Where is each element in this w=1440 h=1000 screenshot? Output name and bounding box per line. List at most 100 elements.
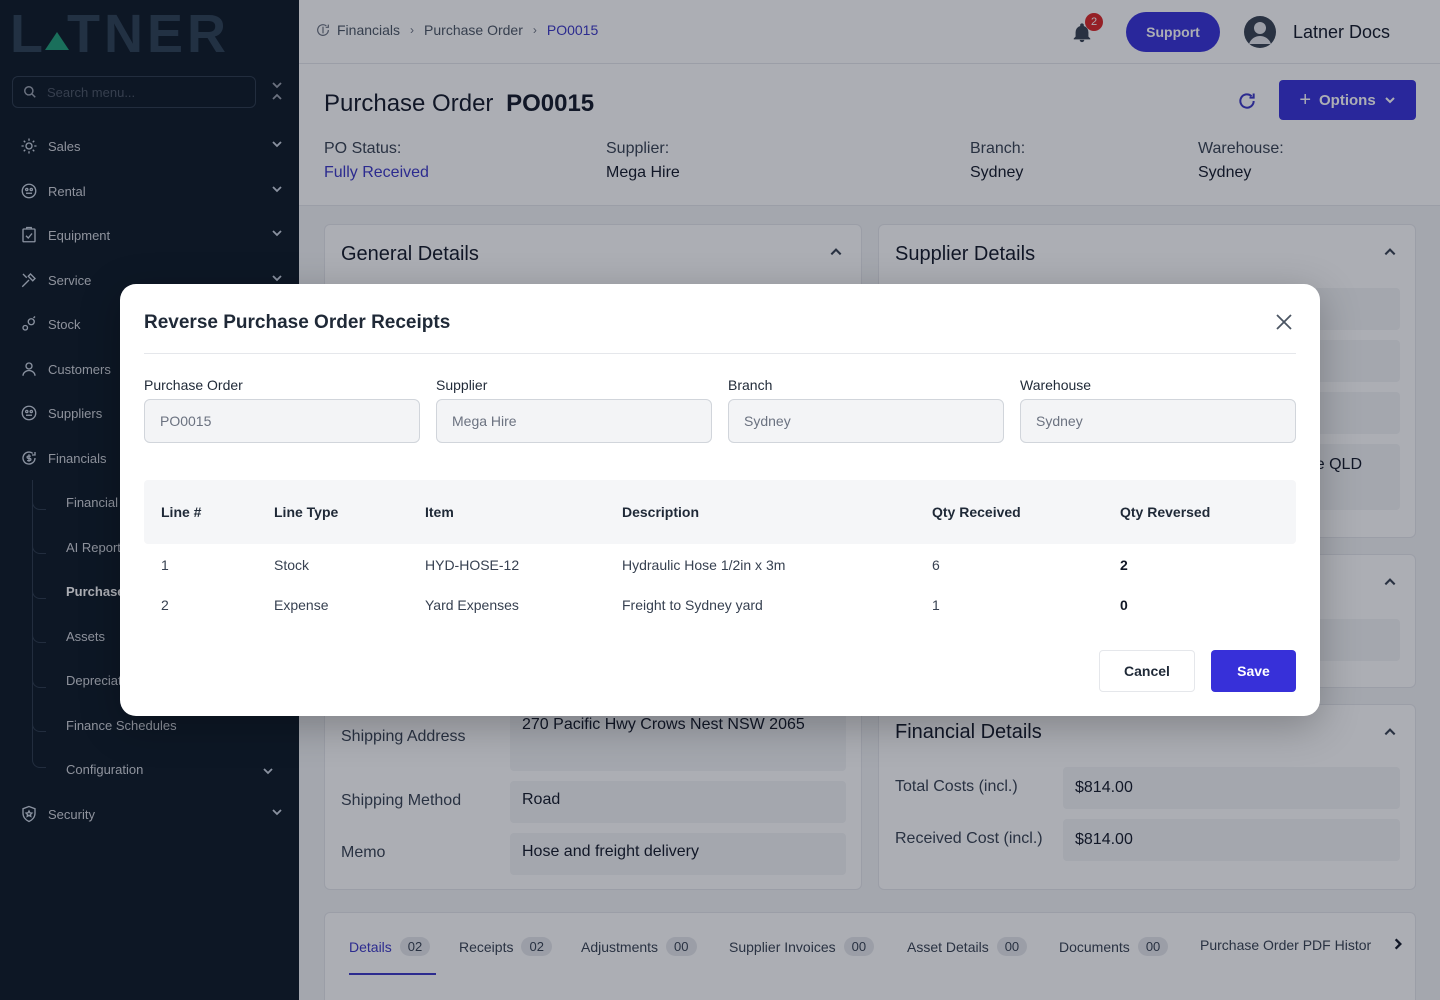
avatar[interactable] [1244, 16, 1276, 48]
equipment-icon [20, 226, 38, 244]
chevron-down-icon [1384, 97, 1395, 104]
user-name[interactable]: Latner Docs [1293, 22, 1391, 42]
sidebar-subitem-assets[interactable]: Assets [66, 629, 106, 644]
sidebar-item-sales[interactable]: Sales [0, 126, 299, 166]
supplier-field[interactable]: Mega Hire [436, 399, 712, 443]
page-title: Purchase Order PO0015 [324, 90, 594, 118]
page-header: Purchase Order PO0015 + Options PO Statu… [299, 64, 1440, 206]
sidebar-search[interactable]: Search menu... [12, 76, 256, 108]
tab-label: Asset Details [907, 938, 989, 955]
sidebar-subitem-depreciation[interactable]: Depreciat [66, 673, 122, 688]
chevron-up-icon[interactable] [1383, 725, 1397, 744]
cell-item: HYD-HOSE-12 [425, 557, 520, 573]
page-title-prefix: Purchase Order [324, 90, 494, 117]
breadcrumb-financials[interactable]: Financials [337, 22, 401, 38]
security-icon [20, 805, 38, 823]
memo-value: Hose and freight delivery [510, 833, 846, 875]
column-header-item: Item [425, 504, 454, 520]
meta-label: Warehouse: [1198, 140, 1284, 157]
meta-label: Branch: [970, 140, 1026, 157]
cell-line: 1 [161, 557, 169, 573]
notification-count-badge: 2 [1085, 13, 1103, 31]
breadcrumb-purchase-order[interactable]: Purchase Order [424, 22, 523, 38]
sidebar-item-rental[interactable]: Rental [0, 171, 299, 211]
sidebar-item-financials[interactable]: Financials [0, 438, 299, 478]
memo-label: Memo [341, 844, 386, 861]
meta-label: Supplier: [606, 140, 670, 157]
latner-logo[interactable]: L TNER [10, 6, 230, 62]
submenu-branch [32, 540, 46, 554]
cancel-button[interactable]: Cancel [1099, 650, 1195, 692]
sidebar-item-label: Customers [48, 361, 111, 377]
tab-label: Adjustments [581, 938, 659, 955]
sidebar-item-equipment[interactable]: Equipment [0, 215, 299, 255]
sidebar-item-security[interactable]: Security [0, 794, 299, 834]
options-button[interactable]: + Options [1279, 80, 1416, 120]
sidebar-item-label: Financials [48, 450, 107, 466]
reverse-receipts-modal: Reverse Purchase Order Receipts Purchase… [120, 284, 1320, 716]
tab-count: 00 [666, 937, 697, 956]
tab-label: Receipts [459, 938, 514, 955]
search-icon [24, 86, 36, 98]
branch-field[interactable]: Sydney [728, 399, 1004, 443]
submenu-branch [32, 674, 46, 688]
sidebar-item-label: Sales [48, 138, 81, 154]
card-title: Financial Details [895, 721, 1042, 743]
chevron-up-icon[interactable] [829, 245, 843, 264]
status-badge: Fully Received [324, 164, 429, 181]
sidebar-subitem-finance-schedules[interactable]: Finance Schedules [66, 718, 177, 733]
notification-bell-icon[interactable] [1071, 22, 1093, 44]
logo-text-left: L [10, 4, 47, 64]
tab-details[interactable]: Details 02 [349, 937, 431, 956]
active-tab-indicator [349, 973, 436, 975]
rental-icon [20, 182, 38, 200]
tab-count: 00 [843, 937, 875, 956]
cell-item: Yard Expenses [425, 597, 519, 613]
meta-value: Sydney [1198, 164, 1252, 181]
cell-qty-received: 1 [932, 597, 940, 613]
warehouse-field[interactable]: Sydney [1020, 399, 1296, 443]
save-button[interactable]: Save [1211, 650, 1296, 692]
meta-value: Sydney [970, 164, 1024, 181]
sidebar-subitem-financial[interactable]: Financial [66, 495, 119, 510]
options-label: Options [1319, 91, 1376, 109]
card-title: Supplier Details [895, 243, 1036, 265]
cell-qty-reversed[interactable]: 2 [1120, 557, 1128, 573]
tab-asset-details[interactable]: Asset Details 00 [907, 937, 1028, 956]
tab-purchase-order-pdf-history[interactable]: Purchase Order PDF Histor [1200, 937, 1390, 953]
chevron-down-icon [271, 272, 283, 287]
chevron-up-icon[interactable] [1383, 245, 1397, 264]
submenu-branch [32, 718, 46, 732]
tab-label: Supplier Invoices [729, 938, 836, 955]
close-icon[interactable] [1274, 312, 1294, 332]
sidebar-item-customers[interactable]: Customers [0, 349, 299, 389]
sidebar-subitem-purchase[interactable]: Purchase [66, 584, 125, 599]
tab-documents[interactable]: Documents 00 [1059, 937, 1169, 956]
shipping-method-label: Shipping Method [341, 792, 462, 809]
service-icon [20, 271, 38, 289]
tab-adjustments[interactable]: Adjustments 00 [581, 937, 697, 956]
tab-supplier-invoices[interactable]: Supplier Invoices 00 [729, 937, 875, 956]
total-costs-value: $814.00 [1063, 767, 1400, 809]
supplier-label: Supplier [436, 377, 488, 393]
sidebar-item-suppliers[interactable]: Suppliers [0, 393, 299, 433]
sidebar-subitem-configuration[interactable]: Configuration [66, 762, 144, 777]
chevron-up-icon[interactable] [1383, 575, 1397, 594]
chevron-down-icon [271, 183, 283, 198]
collapse-sidebar-icon[interactable] [268, 80, 286, 104]
card-title: General Details [341, 243, 479, 265]
sidebar-subitem-ai-report[interactable]: AI Report [66, 540, 121, 555]
sidebar-item-label: Suppliers [48, 405, 103, 421]
sidebar-item-stock[interactable]: Stock [0, 304, 299, 344]
tab-receipts[interactable]: Receipts 02 [459, 937, 552, 956]
submenu-branch [32, 496, 46, 510]
warehouse-label: Warehouse [1020, 377, 1092, 393]
refresh-icon[interactable] [1237, 91, 1257, 111]
chevron-down-icon[interactable] [262, 764, 274, 782]
financials-icon [317, 24, 329, 36]
purchase-order-field[interactable]: PO0015 [144, 399, 420, 443]
support-button[interactable]: Support [1126, 12, 1220, 52]
chevron-right-icon[interactable] [1391, 937, 1405, 956]
sidebar-item-service[interactable]: Service [0, 260, 299, 300]
cell-qty-reversed[interactable]: 0 [1120, 597, 1128, 613]
